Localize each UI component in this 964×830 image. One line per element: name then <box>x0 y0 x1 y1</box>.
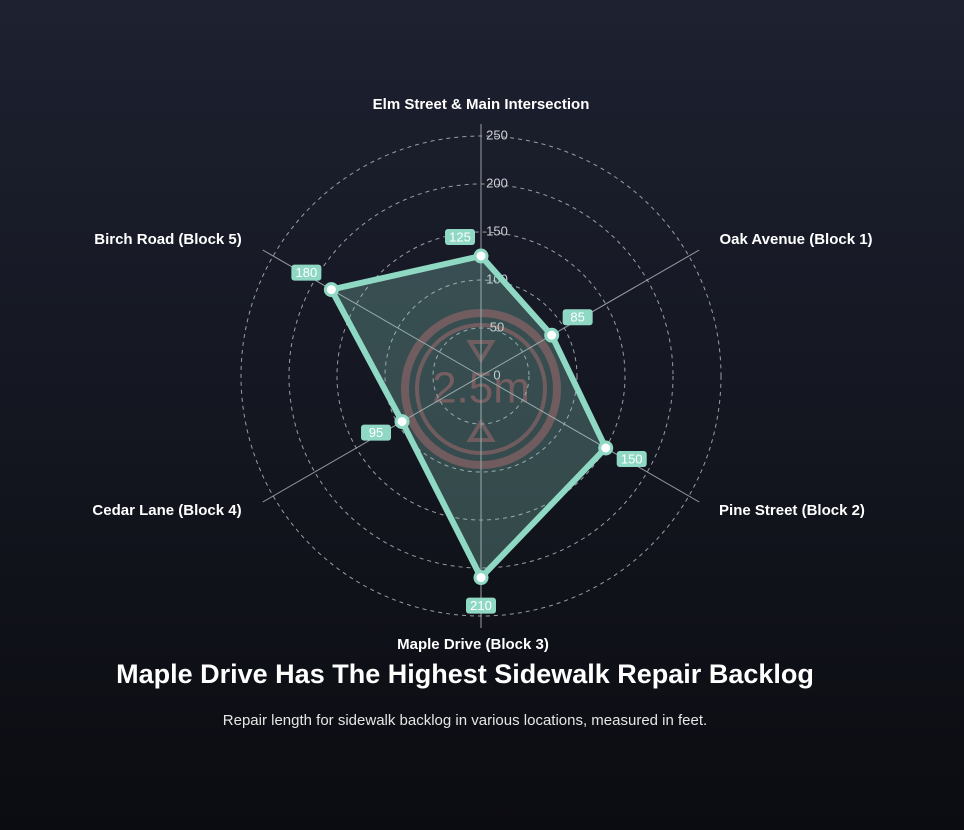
category-label: Maple Drive (Block 3) <box>397 636 549 653</box>
value-label-box <box>466 597 496 614</box>
axis-line <box>480 375 700 503</box>
category-label: Cedar Lane (Block 4) <box>92 502 241 519</box>
category-label: Pine Street (Block 2) <box>719 502 865 519</box>
value-label: 150 <box>621 451 643 466</box>
data-point <box>323 282 339 298</box>
value-label: 95 <box>369 425 383 440</box>
data-point <box>473 248 489 264</box>
data-point <box>544 327 560 343</box>
r-tick-label: 200 <box>486 175 508 190</box>
value-label: 125 <box>449 229 471 244</box>
value-label-box <box>562 309 593 326</box>
r-tick-label: 0 <box>493 367 500 382</box>
category-label: Birch Road (Block 5) <box>94 231 242 248</box>
data-point <box>473 570 489 586</box>
data-point <box>598 440 614 456</box>
value-label: 85 <box>570 310 584 325</box>
data-point <box>394 414 410 430</box>
value-label: 210 <box>470 598 492 613</box>
chart-subtitle: Repair length for sidewalk backlog in va… <box>223 712 707 729</box>
value-label-box <box>291 264 322 281</box>
chart-title: Maple Drive Has The Highest Sidewalk Rep… <box>116 659 814 689</box>
value-label-box <box>616 451 647 467</box>
r-tick-label: 50 <box>490 319 504 334</box>
category-label: Elm Street & Main Intersection <box>373 96 590 113</box>
radar-area <box>328 253 609 581</box>
value-label: 180 <box>295 265 317 280</box>
category-label: Oak Avenue (Block 1) <box>719 231 872 248</box>
value-label-box <box>445 229 475 245</box>
r-tick-label: 150 <box>486 223 508 238</box>
r-tick-label: 250 <box>486 127 508 142</box>
value-label-box <box>361 424 392 441</box>
